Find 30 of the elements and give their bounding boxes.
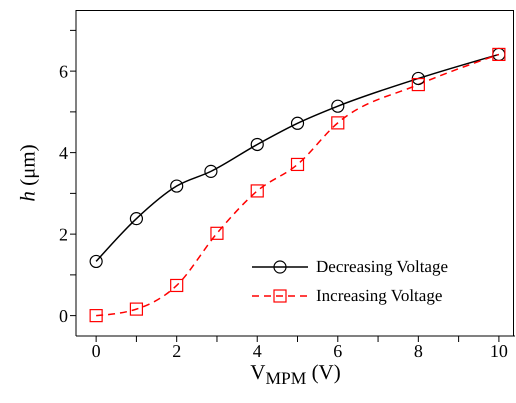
point bbox=[170, 179, 184, 193]
point bbox=[412, 72, 425, 86]
point bbox=[331, 116, 344, 130]
point bbox=[90, 309, 103, 322]
y-tick-label: 4 bbox=[59, 143, 68, 164]
x-tick-label: 6 bbox=[333, 340, 342, 361]
legend-label: Increasing Voltage bbox=[316, 286, 442, 306]
x-axis-title: V$_{MPM}$ (V) bbox=[249, 360, 342, 390]
point bbox=[210, 226, 224, 240]
point bbox=[170, 278, 184, 292]
y-tick-label: 2 bbox=[59, 224, 68, 245]
point bbox=[90, 254, 103, 268]
point bbox=[290, 158, 304, 172]
x-tick-label: 4 bbox=[252, 340, 262, 361]
y-tick-label: 6 bbox=[59, 62, 68, 82]
point bbox=[250, 138, 264, 152]
point bbox=[331, 100, 344, 113]
point bbox=[290, 116, 304, 130]
x-tick-label: 10 bbox=[490, 340, 508, 361]
point bbox=[130, 212, 144, 226]
y-tick-label: 0 bbox=[59, 306, 68, 326]
x-tick-label: 2 bbox=[172, 340, 182, 361]
point bbox=[412, 78, 425, 92]
point bbox=[130, 302, 144, 316]
x-tick-label: 0 bbox=[92, 340, 101, 361]
y-axis-title: h (μm) bbox=[16, 144, 40, 202]
legend-label: Decreasing Voltage bbox=[316, 256, 448, 276]
point bbox=[250, 184, 264, 198]
point bbox=[204, 164, 218, 178]
x-tick-label: 8 bbox=[414, 340, 423, 361]
